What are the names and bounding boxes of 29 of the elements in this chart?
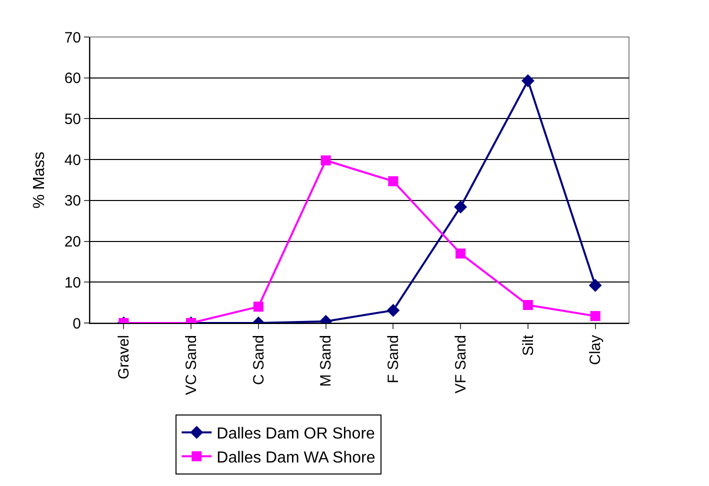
- x-tick-label: Gravel: [116, 335, 133, 380]
- point: [386, 304, 400, 317]
- point: [320, 155, 331, 166]
- point: [454, 200, 468, 214]
- y-tick-label: 40: [64, 152, 81, 169]
- x-tick-label: Clay: [587, 334, 604, 366]
- point: [456, 248, 466, 259]
- point: [253, 302, 264, 312]
- x-tick-label: M Sand: [318, 335, 335, 387]
- y-tick-label: 70: [64, 29, 81, 46]
- point: [522, 300, 533, 310]
- y-tick-label: 30: [64, 192, 81, 210]
- x-tick-label: Silt: [520, 334, 537, 356]
- point: [588, 278, 602, 292]
- legend-label: Dalles Dam OR Shore: [216, 426, 376, 443]
- y-tick-label: 0: [72, 315, 81, 332]
- point: [521, 74, 534, 88]
- x-tick-label: VC Sand: [182, 335, 200, 396]
- point: [388, 176, 398, 186]
- x-tick-label: VF Sand: [452, 335, 470, 394]
- y-tick-label: 10: [64, 274, 81, 292]
- x-tick-label: C Sand: [250, 335, 268, 386]
- legend-label: Dalles Dam WA Shore: [216, 449, 376, 466]
- x-tick-label: F Sand: [385, 335, 402, 384]
- y-axis-title: % Mass: [31, 152, 48, 208]
- point: [590, 311, 600, 322]
- y-tick-label: 50: [64, 110, 81, 128]
- y-tick-label: 20: [64, 234, 81, 251]
- y-tick-label: 60: [64, 70, 81, 88]
